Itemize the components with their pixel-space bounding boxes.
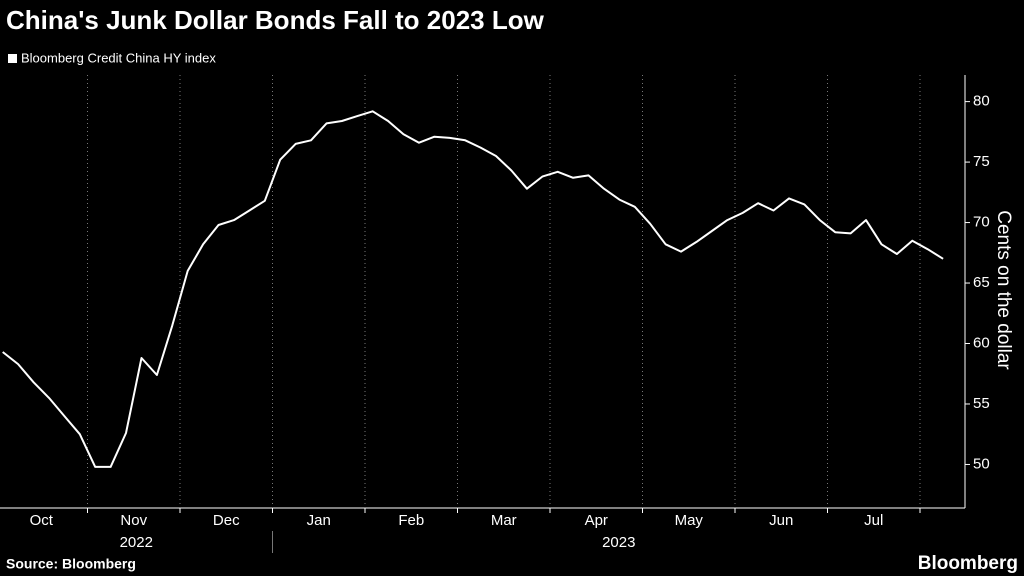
- x-tick-label: Oct: [30, 512, 54, 529]
- chart-title: China's Junk Dollar Bonds Fall to 2023 L…: [6, 5, 545, 35]
- y-tick-label: 65: [973, 274, 990, 291]
- source: Source: Bloomberg: [6, 556, 136, 572]
- y-tick-label: 80: [973, 93, 990, 110]
- data-line: [2, 110, 944, 468]
- x-tick-label: Jul: [864, 512, 883, 529]
- legend-label: Bloomberg Credit China HY index: [21, 50, 216, 65]
- x-tick-label: Apr: [585, 512, 608, 529]
- x-tick-label: Nov: [120, 512, 147, 529]
- year-label: 2023: [602, 534, 635, 551]
- y-tick-label: 60: [973, 334, 990, 351]
- x-tick-label: Jun: [769, 512, 793, 529]
- x-tick-label: Mar: [491, 512, 517, 529]
- x-tick-label: Dec: [213, 512, 240, 529]
- x-tick-label: Feb: [398, 512, 424, 529]
- legend-swatch: [8, 54, 17, 63]
- x-tick-label: Jan: [307, 512, 331, 529]
- brand: Bloomberg: [918, 553, 1018, 574]
- y-tick-label: 55: [973, 395, 990, 412]
- year-label: 2022: [120, 534, 153, 551]
- y-tick-label: 70: [973, 214, 990, 231]
- y-tick-label: 50: [973, 455, 990, 472]
- y-axis-label: Cents on the dollar: [993, 210, 1014, 370]
- x-tick-label: May: [675, 512, 704, 529]
- y-tick-label: 75: [973, 153, 990, 170]
